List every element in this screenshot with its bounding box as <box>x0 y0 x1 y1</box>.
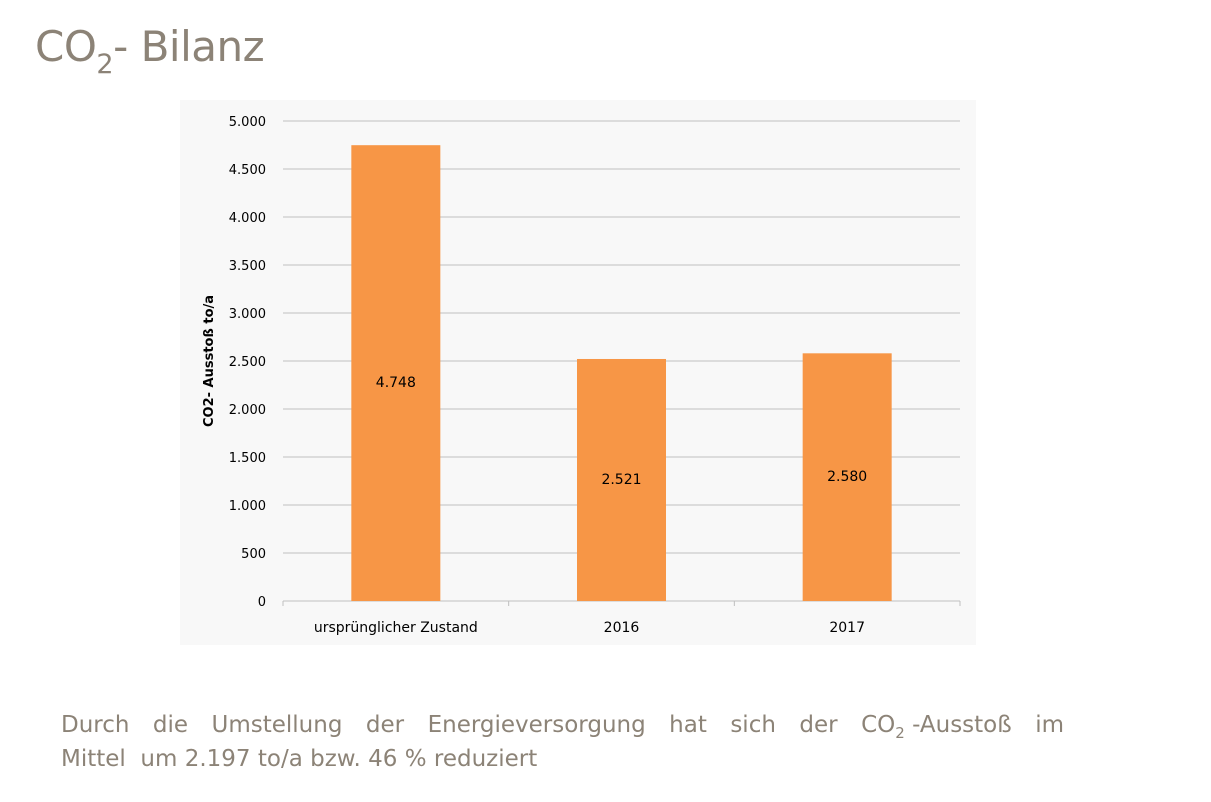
x-category-label: 2016 <box>604 620 640 636</box>
y-tick-label: 4.500 <box>229 163 266 178</box>
data-label: 2.521 <box>601 472 641 488</box>
y-tick-label: 500 <box>241 547 266 562</box>
caption-line-2: Mittel um 2.197 to/a bzw. 46 % reduziert <box>61 746 538 772</box>
caption-word: hat <box>669 712 707 738</box>
title-rest: - Bilanz <box>113 22 265 71</box>
x-category-label: 2017 <box>829 620 865 636</box>
bar <box>802 353 892 601</box>
y-tick-label: 2.000 <box>229 403 266 418</box>
bar <box>351 145 441 601</box>
caption-word: der <box>799 712 838 738</box>
data-label: 4.748 <box>376 375 416 391</box>
caption-word: Umstellung <box>211 712 343 738</box>
caption-word: im <box>1035 712 1064 738</box>
data-label: 2.580 <box>827 469 867 485</box>
caption-co2-ausstoss: CO2 -Ausstoß <box>861 709 1012 743</box>
x-category-label: ursprünglicher Zustand <box>314 620 478 636</box>
caption-word: die <box>152 712 189 738</box>
y-tick-label: 5.000 <box>229 115 266 130</box>
page-title: CO2- Bilanz <box>35 22 265 80</box>
bar <box>577 358 666 601</box>
caption-co2-after: -Ausstoß <box>904 712 1012 738</box>
chart-panel: 0 500 1.000 1.500 2.000 2.500 3.000 3.500 4.000 4… <box>180 100 976 645</box>
y-axis-title: CO2- Ausstoß to/a <box>202 295 217 427</box>
caption-word: Energieversorgung <box>427 712 646 738</box>
bar-chart: 0 500 1.000 1.500 2.000 2.500 3.000 3.500 4.000 4… <box>202 115 961 636</box>
title-main: CO <box>35 22 97 71</box>
caption-word: der <box>365 712 405 738</box>
y-tick-label: 3.500 <box>229 259 266 274</box>
y-tick-label: 3.000 <box>229 307 266 322</box>
y-tick-label: 2.500 <box>229 355 266 370</box>
caption-co2-main: CO <box>861 712 896 738</box>
caption: Durch die Umstellung der Energieversorgung ha… <box>61 709 1064 775</box>
caption-word: sich <box>730 712 776 738</box>
y-tick-label: 4.000 <box>229 211 266 226</box>
caption-word: Durch <box>61 712 130 738</box>
caption-line-1: Durch die Umstellung der Energieversorgung ha… <box>61 709 1064 743</box>
title-subscript: 2 <box>96 49 114 80</box>
y-tick-label: 0 <box>258 595 266 610</box>
y-tick-label: 1.000 <box>229 499 266 514</box>
y-tick-label: 1.500 <box>229 451 266 466</box>
caption-co2-subscript: 2 <box>895 724 905 742</box>
